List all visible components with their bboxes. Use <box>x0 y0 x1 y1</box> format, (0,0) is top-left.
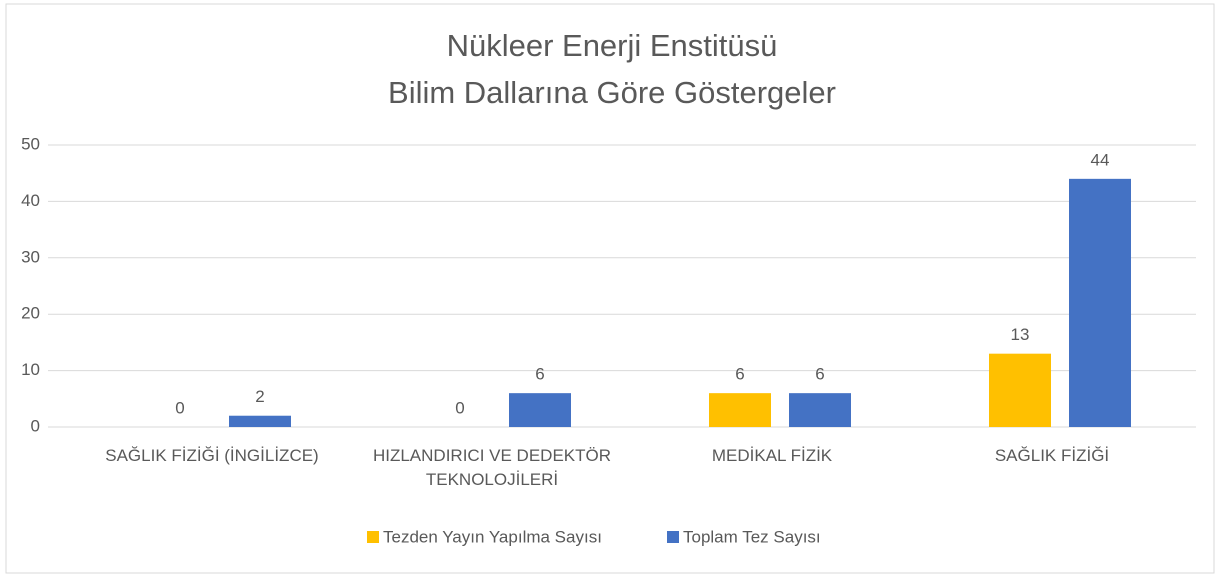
chart-title: Nükleer Enerji Enstitüsü <box>447 28 778 63</box>
data-label: 6 <box>815 365 824 384</box>
y-tick-label: 30 <box>21 247 40 266</box>
chart-border <box>5 3 1215 574</box>
chart-title: Bilim Dallarına Göre Göstergeler <box>388 75 836 110</box>
legend-swatch <box>367 531 379 543</box>
legend-label: Tezden Yayın Yapılma Sayısı <box>383 527 602 546</box>
bar <box>1069 178 1131 427</box>
bar <box>229 415 291 427</box>
x-tick-label: MEDİKAL FİZİK <box>711 446 833 465</box>
legend-label: Toplam Tez Sayısı <box>683 527 821 546</box>
data-label: 44 <box>1091 150 1110 169</box>
data-label: 6 <box>535 365 544 384</box>
y-tick-label: 10 <box>21 360 40 379</box>
x-tick-label: HIZLANDIRICI VE DEDEKTÖR TEKNOLOJİLERİ <box>372 446 612 489</box>
data-label: 6 <box>735 365 744 384</box>
bar <box>509 393 571 427</box>
y-tick-label: 40 <box>21 191 40 210</box>
data-label: 13 <box>1011 325 1030 344</box>
bar <box>789 393 851 427</box>
y-tick-label: 50 <box>21 134 40 153</box>
legend-swatch <box>667 531 679 543</box>
bar <box>989 353 1051 427</box>
x-tick-label: SAĞLIK FİZİĞİ <box>994 446 1110 465</box>
data-label: 0 <box>175 398 184 417</box>
data-label: 0 <box>455 398 464 417</box>
y-tick-label: 0 <box>31 416 40 435</box>
data-label: 2 <box>255 387 264 406</box>
bar <box>709 393 771 427</box>
y-tick-label: 20 <box>21 304 40 323</box>
x-tick-label: SAĞLIK FİZİĞİ (İNGİLİZCE) <box>105 446 319 465</box>
